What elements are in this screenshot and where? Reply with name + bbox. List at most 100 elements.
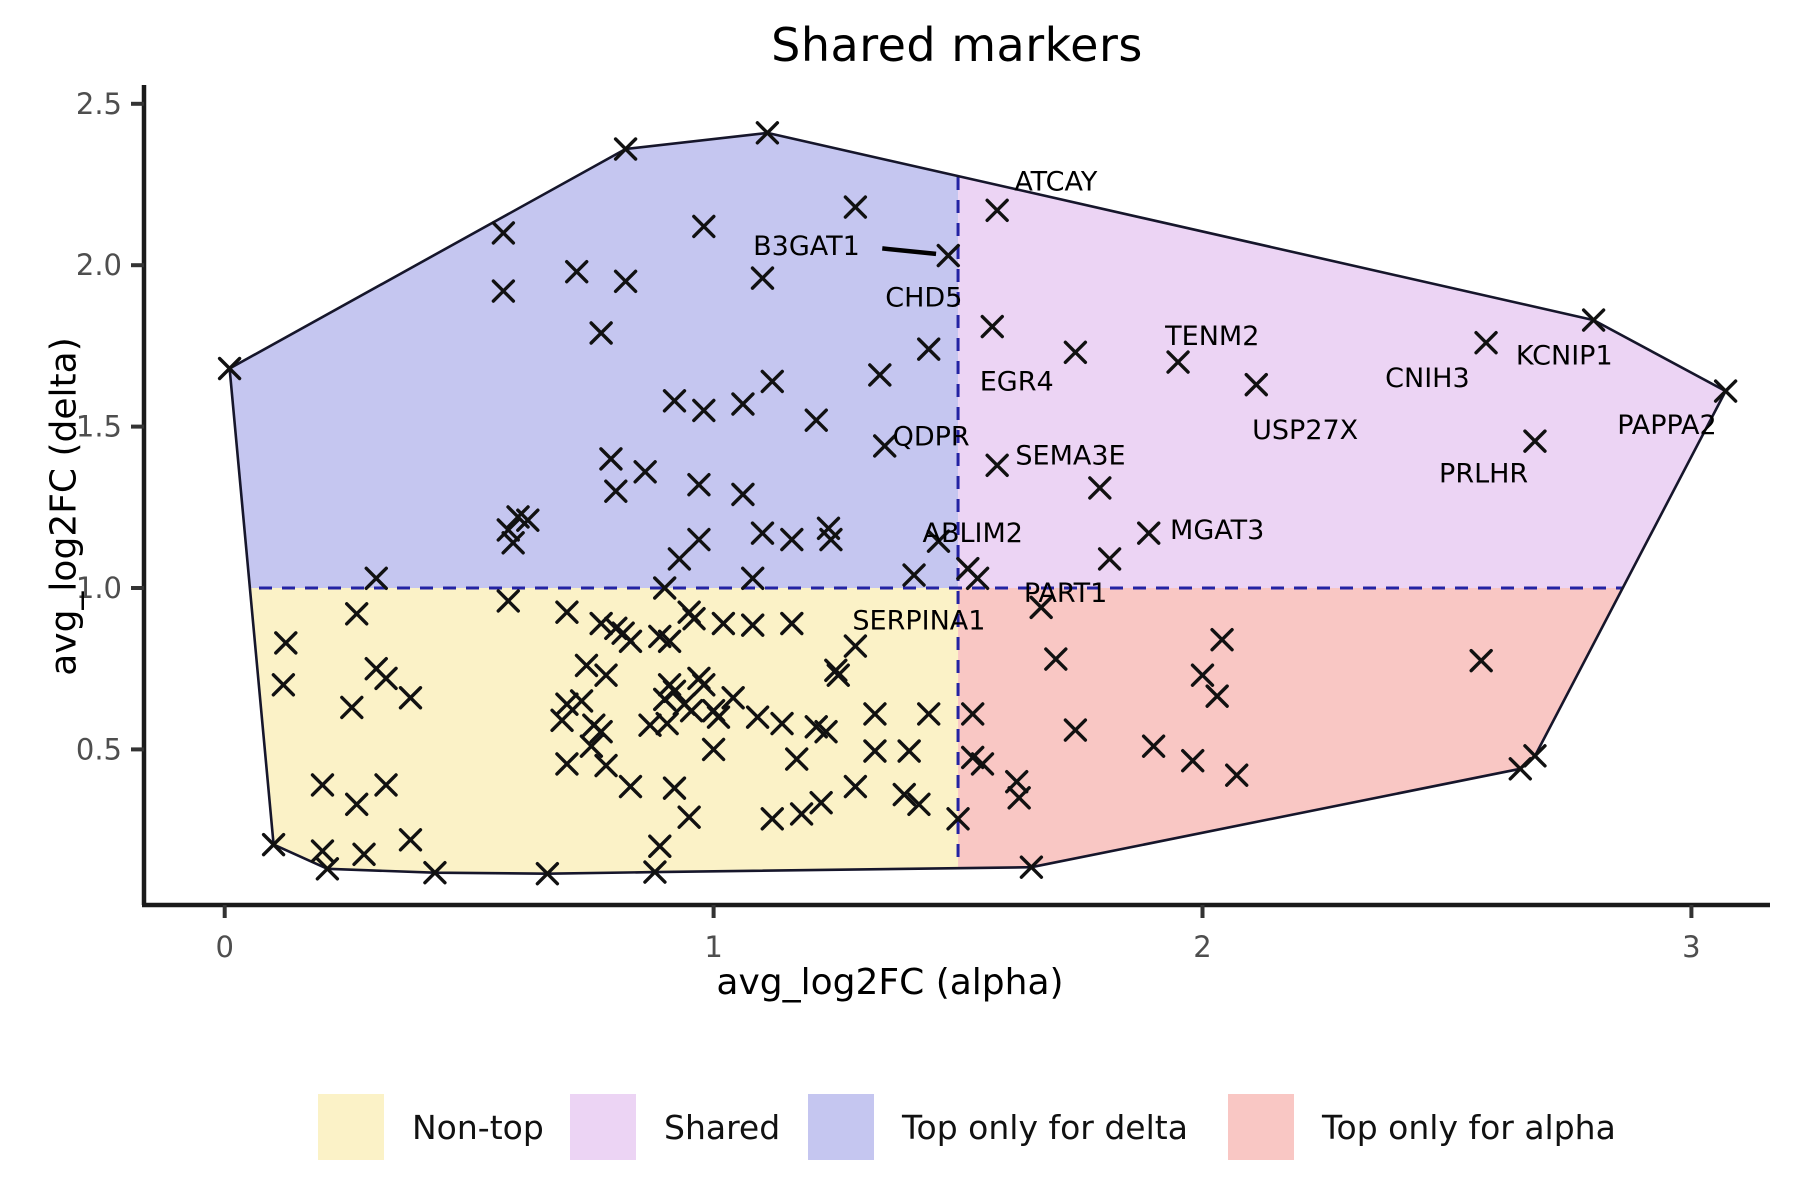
data-point-marker bbox=[423, 861, 447, 885]
data-point-marker bbox=[741, 613, 765, 637]
data-point-marker bbox=[1469, 648, 1493, 673]
legend-swatch bbox=[1228, 1094, 1294, 1160]
data-point-marker bbox=[618, 629, 643, 653]
legend-swatch bbox=[570, 1094, 636, 1160]
y-axis-title: avg_log2FC (delta) bbox=[43, 337, 85, 676]
data-point-marker bbox=[1713, 379, 1738, 403]
data-point-marker bbox=[535, 861, 560, 886]
data-point-marker bbox=[980, 314, 1004, 339]
y-tick-label: 2.0 bbox=[76, 248, 122, 282]
region-shared bbox=[958, 132, 1726, 588]
data-point-marker bbox=[819, 527, 843, 552]
data-point-marker bbox=[496, 589, 520, 613]
gene-label-atcay: ATCAY bbox=[1014, 166, 1098, 197]
gene-label-pappa2: PAPPA2 bbox=[1617, 410, 1717, 441]
data-point-marker bbox=[1141, 734, 1166, 758]
data-point-marker bbox=[491, 279, 516, 303]
legend: Non-top Shared Top only for delta Top only … bbox=[0, 1092, 1800, 1162]
gene-label-sema3e: SEMA3E bbox=[1015, 441, 1125, 472]
data-point-marker bbox=[653, 576, 677, 600]
data-point-marker bbox=[352, 842, 376, 867]
data-point-marker bbox=[814, 719, 838, 744]
data-point-marker bbox=[711, 611, 736, 636]
gene-label-kcnip1: KCNIP1 bbox=[1516, 341, 1613, 372]
data-point-marker bbox=[965, 566, 990, 591]
data-point-marker bbox=[1205, 684, 1229, 708]
data-point-marker bbox=[345, 792, 369, 816]
data-point-marker bbox=[667, 547, 692, 571]
data-point-marker bbox=[731, 482, 755, 507]
data-point-marker bbox=[785, 747, 809, 771]
data-point-marker bbox=[496, 518, 520, 542]
data-point-marker bbox=[679, 698, 704, 723]
data-point-marker bbox=[1007, 786, 1031, 810]
region-non-top bbox=[229, 588, 959, 874]
data-point-marker bbox=[574, 653, 599, 678]
data-point-marker bbox=[809, 790, 833, 815]
data-point-marker bbox=[589, 719, 613, 744]
data-point-marker bbox=[750, 266, 775, 290]
data-point-marker bbox=[692, 673, 716, 697]
data-point-marker bbox=[1019, 855, 1044, 879]
gene-labels: ATCAY B3GAT1 CHD5 EGR4 TENM2 USP27X CNIH3 KCNIP… bbox=[753, 166, 1717, 636]
data-point-marker bbox=[589, 611, 613, 636]
data-point-marker bbox=[594, 663, 618, 687]
data-point-marker bbox=[662, 389, 687, 413]
data-point-marker bbox=[706, 705, 731, 729]
data-point-marker bbox=[970, 752, 995, 776]
data-point-marker bbox=[618, 774, 643, 799]
data-point-marker bbox=[555, 600, 579, 624]
gene-label-serpina1: SERPINA1 bbox=[852, 605, 985, 636]
data-point-marker bbox=[613, 269, 638, 294]
data-point-marker bbox=[692, 398, 716, 423]
label-connector-line bbox=[882, 246, 937, 257]
data-point-marker bbox=[760, 369, 784, 394]
data-point-marker bbox=[1523, 429, 1547, 453]
legend-item-top-only-for-alpha: Top only for alpha bbox=[1228, 1092, 1616, 1162]
data-point-marker bbox=[491, 221, 516, 245]
data-point-marker bbox=[701, 737, 726, 762]
data-point-marker bbox=[961, 702, 985, 726]
gene-label-egr4: EGR4 bbox=[980, 366, 1054, 397]
data-point-marker bbox=[345, 602, 369, 626]
legend-item-non-top: Non-top bbox=[318, 1092, 544, 1162]
data-point-marker bbox=[1063, 340, 1088, 365]
data-point-marker bbox=[873, 434, 897, 458]
data-point-marker bbox=[1244, 372, 1268, 397]
data-point-marker bbox=[687, 473, 711, 497]
data-point-marker bbox=[657, 629, 682, 653]
data-point-marker bbox=[501, 531, 525, 555]
data-point-marker bbox=[936, 243, 960, 268]
data-point-marker bbox=[985, 198, 1009, 223]
x-tick-label: 3 bbox=[1682, 930, 1700, 964]
data-point-marker bbox=[633, 460, 657, 484]
gene-label-b3gat1: B3GAT1 bbox=[753, 231, 860, 262]
data-point-marker bbox=[569, 689, 594, 713]
y-tick-label: 0.5 bbox=[76, 732, 122, 766]
data-point-marker bbox=[374, 666, 398, 691]
data-point-marker bbox=[770, 711, 794, 736]
data-point-marker bbox=[780, 611, 804, 636]
data-point-marker bbox=[1581, 308, 1606, 332]
data-point-marker bbox=[1088, 476, 1112, 500]
data-point-marker bbox=[579, 734, 604, 758]
x-tick-label: 2 bbox=[1193, 930, 1211, 964]
data-point-marker bbox=[985, 453, 1009, 478]
data-point-marker bbox=[892, 782, 916, 807]
data-point-marker bbox=[843, 774, 868, 799]
legend-swatch bbox=[318, 1094, 384, 1160]
data-point-marker bbox=[961, 745, 985, 770]
data-point-marker bbox=[1044, 647, 1068, 671]
data-point-marker bbox=[604, 479, 628, 503]
data-point-marker bbox=[613, 137, 638, 161]
data-point-marker bbox=[271, 673, 296, 697]
data-point-marker bbox=[755, 121, 780, 145]
data-point-marker bbox=[917, 337, 941, 361]
data-point-marker bbox=[1508, 757, 1532, 781]
data-point-marker bbox=[653, 687, 677, 712]
data-point-marker bbox=[662, 776, 687, 800]
data-point-marker bbox=[261, 832, 286, 857]
x-tick-label: 0 bbox=[215, 930, 233, 964]
data-point-marker bbox=[907, 792, 931, 816]
